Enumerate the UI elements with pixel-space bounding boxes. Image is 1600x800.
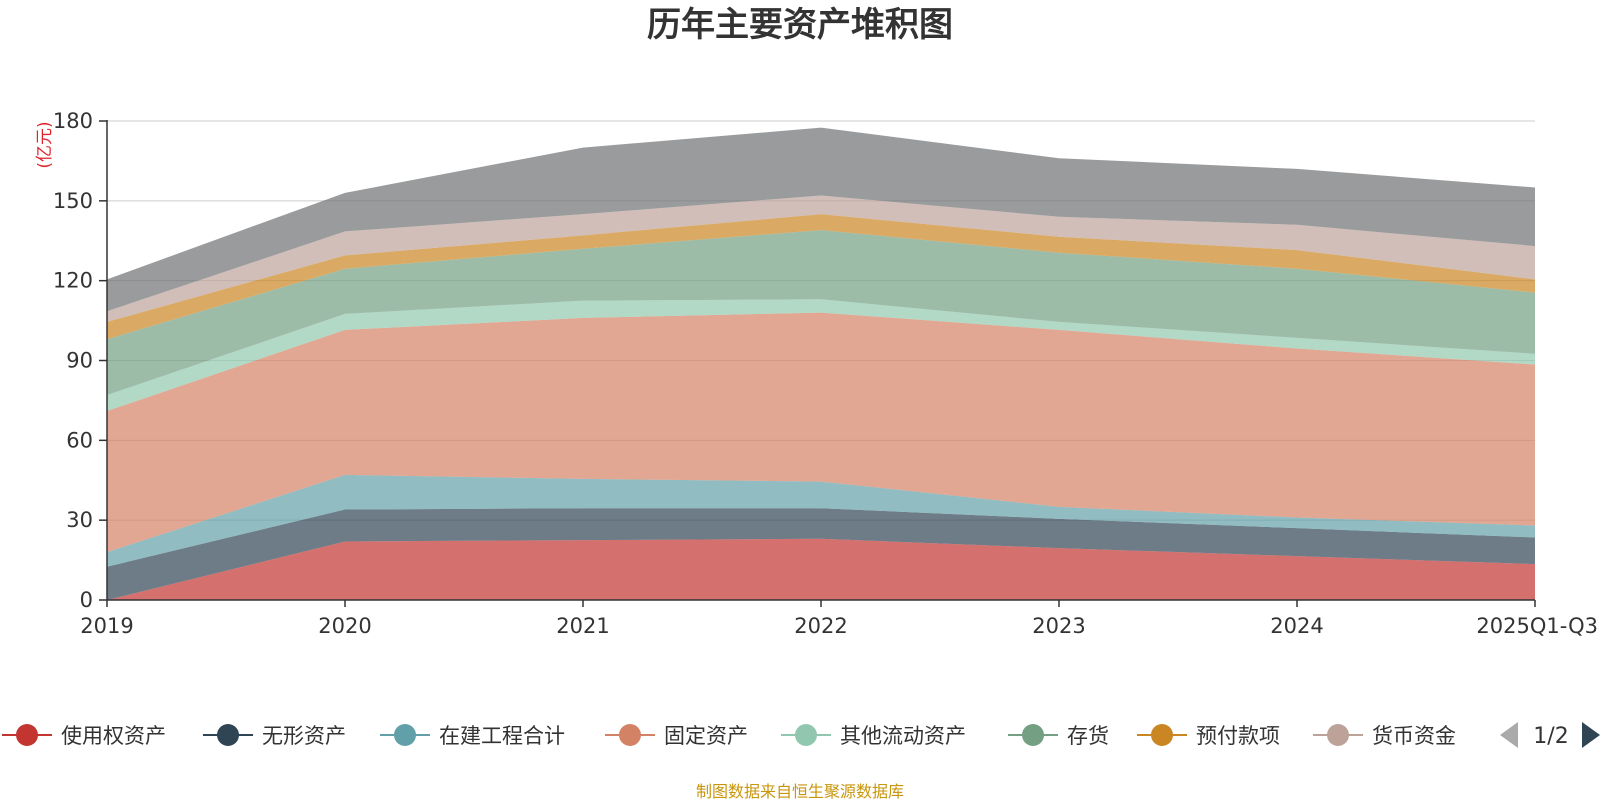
area-series-8 <box>107 127 1535 312</box>
legend-label: 其他流动资产 <box>840 724 966 748</box>
legend-label: 在建工程合计 <box>439 724 565 748</box>
y-tick-label: 180 <box>53 109 93 133</box>
legend-label: 预付款项 <box>1196 724 1280 748</box>
legend-marker-icon <box>1151 724 1173 746</box>
legend-page-indicator: 1/2 <box>1533 724 1568 749</box>
legend-label: 使用权资产 <box>61 724 166 748</box>
data-source-note: 制图数据来自恒生聚源数据库 <box>696 782 904 800</box>
area-series <box>107 127 1535 600</box>
y-tick-label: 0 <box>80 588 93 612</box>
y-tick-label: 150 <box>53 189 93 213</box>
legend-item-1[interactable]: 无形资产 <box>203 724 346 748</box>
legend-item-3[interactable]: 固定资产 <box>605 724 748 748</box>
x-tick-label: 2025Q1-Q3 <box>1476 614 1598 638</box>
legend-item-4[interactable]: 其他流动资产 <box>781 724 966 748</box>
legend-next-page-icon[interactable] <box>1582 722 1600 748</box>
x-tick-label: 2021 <box>556 614 609 638</box>
x-tick-label: 2020 <box>318 614 371 638</box>
legend-label: 无形资产 <box>262 724 346 748</box>
x-tick-label: 2019 <box>80 614 133 638</box>
legend-marker-icon <box>795 724 817 746</box>
area-series-6 <box>107 214 1535 340</box>
legend-marker-icon <box>217 724 239 746</box>
legend-label: 存货 <box>1067 724 1109 748</box>
y-tick-label: 30 <box>66 508 93 532</box>
axes: 0 30 60 90 120 150 180 2019 2020 2021 2022 2023 2024… <box>53 109 1598 638</box>
legend-marker-icon <box>1327 724 1349 746</box>
legend-item-6[interactable]: 预付款项 <box>1137 724 1280 748</box>
area-series-3 <box>107 312 1535 553</box>
y-tick-label: 90 <box>66 349 93 373</box>
y-tick-label: 120 <box>53 269 93 293</box>
legend-label: 固定资产 <box>664 724 748 748</box>
y-tick-label: 60 <box>66 428 93 452</box>
legend-item-5[interactable]: 存货 <box>1008 724 1109 748</box>
x-tick-label: 2023 <box>1032 614 1085 638</box>
legend-marker-icon <box>619 724 641 746</box>
legend-label: 货币资金 <box>1372 724 1456 748</box>
area-series-2 <box>107 474 1535 567</box>
area-series-1 <box>107 508 1535 600</box>
area-series-7 <box>107 195 1535 322</box>
legend-marker-icon <box>1022 724 1044 746</box>
legend-marker-icon <box>394 724 416 746</box>
y-axis-unit: (亿元) <box>35 121 55 168</box>
legend-item-2[interactable]: 在建工程合计 <box>380 724 565 748</box>
area-series-0 <box>107 538 1535 600</box>
x-tick-label: 2024 <box>1270 614 1323 638</box>
legend-item-7[interactable]: 货币资金 <box>1313 724 1456 748</box>
chart-title: 历年主要资产堆积图 <box>647 5 953 45</box>
legend-item-0[interactable]: 使用权资产 <box>2 724 166 748</box>
area-series-5 <box>107 230 1535 396</box>
legend-marker-icon <box>16 724 38 746</box>
legend: 使用权资产 无形资产 在建工程合计 固定资产 其他流动资产 存货 预付款项 货币资金 <box>2 724 1456 748</box>
legend-prev-page-icon[interactable] <box>1500 722 1518 748</box>
x-tick-label: 2022 <box>794 614 847 638</box>
